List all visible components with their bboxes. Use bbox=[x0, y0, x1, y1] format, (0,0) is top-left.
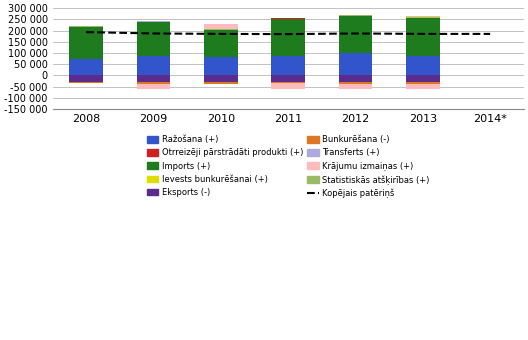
Bar bbox=[271, 19, 305, 56]
Bar bbox=[338, 15, 372, 16]
Bar bbox=[271, 75, 305, 82]
Bar bbox=[271, 83, 305, 89]
Bar bbox=[69, 27, 103, 58]
Bar bbox=[204, 29, 238, 30]
Bar bbox=[271, 56, 305, 75]
Bar bbox=[137, 83, 171, 84]
Bar bbox=[406, 84, 440, 89]
Bar bbox=[338, 16, 372, 53]
Bar bbox=[137, 75, 171, 83]
Bar bbox=[406, 18, 440, 56]
Legend: Ražošana (+), Otrreizēji pārstrādāti produkti (+), Imports (+), Ievests bunkurēš: Ražošana (+), Otrreizēji pārstrādāti pro… bbox=[147, 135, 430, 199]
Bar bbox=[338, 84, 372, 88]
Bar bbox=[406, 16, 440, 17]
Bar bbox=[338, 75, 372, 83]
Bar bbox=[204, 24, 238, 29]
Bar bbox=[204, 57, 238, 75]
Bar bbox=[69, 58, 103, 75]
Bar bbox=[204, 30, 238, 57]
Bar bbox=[338, 83, 372, 84]
Bar bbox=[406, 82, 440, 84]
Bar bbox=[338, 53, 372, 75]
Bar bbox=[137, 22, 171, 56]
Bar bbox=[69, 75, 103, 82]
Bar bbox=[204, 75, 238, 83]
Bar bbox=[137, 56, 171, 75]
Bar bbox=[406, 75, 440, 82]
Bar bbox=[406, 56, 440, 75]
Bar bbox=[137, 84, 171, 88]
Bar bbox=[204, 83, 238, 84]
Bar bbox=[69, 82, 103, 83]
Bar bbox=[271, 82, 305, 83]
